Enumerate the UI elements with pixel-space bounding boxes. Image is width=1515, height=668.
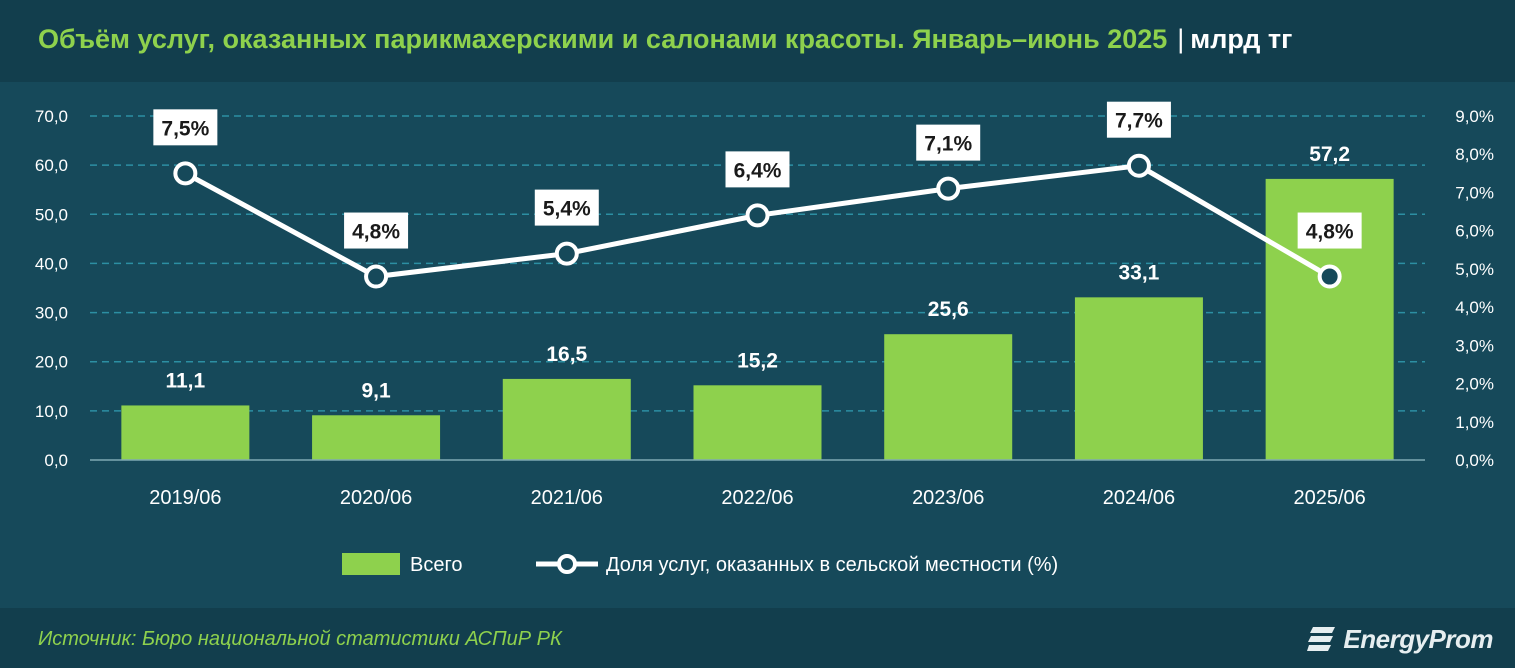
y-left-tick-label: 30,0: [35, 304, 68, 323]
title-text: Объём услуг, оказанных парикмахерскими и…: [38, 24, 1168, 54]
line-value-label: 4,8%: [1306, 221, 1354, 244]
legend-bar-swatch: [342, 553, 400, 575]
bar-value-label: 16,5: [546, 343, 587, 366]
y-right-tick-label: 6,0%: [1455, 222, 1494, 241]
y-right-tick-label: 0,0%: [1455, 451, 1494, 470]
line-label-box: [344, 212, 409, 249]
y-left-tick-label: 10,0: [35, 402, 68, 421]
legend-line-label: Доля услуг, оказанных в сельской местнос…: [606, 554, 1058, 576]
x-tick-label: 2025/06: [1293, 487, 1365, 509]
y-left-tick-label: 0,0: [44, 451, 68, 470]
line-label-box: [1106, 101, 1171, 138]
y-left-tick-label: 70,0: [35, 107, 68, 126]
y-left-tick-label: 50,0: [35, 205, 68, 224]
y-right-tick-label: 5,0%: [1455, 260, 1494, 279]
line-label-box: [153, 109, 218, 146]
x-tick-label: 2024/06: [1103, 487, 1175, 509]
header: Объём услуг, оказанных парикмахерскими и…: [0, 0, 1515, 82]
line-point: [936, 176, 961, 201]
footer: Источник: Бюро национальной статистики А…: [0, 608, 1515, 668]
chart-title: Объём услуг, оказанных парикмахерскими и…: [38, 24, 1292, 55]
y-right-tick-label: 9,0%: [1455, 107, 1494, 126]
line-point: [554, 241, 579, 266]
bar-value-label: 57,2: [1309, 143, 1350, 166]
unit-label: млрд тг: [1190, 24, 1293, 54]
line-value-label: 7,1%: [924, 133, 972, 156]
line-label-box: [725, 151, 790, 188]
bar: [884, 334, 1013, 460]
x-tick-label: 2023/06: [912, 487, 984, 509]
line-point: [364, 264, 389, 289]
line-label-box: [1297, 212, 1362, 249]
line-value-label: 7,5%: [161, 117, 209, 140]
line-point: [1126, 153, 1151, 178]
y-right-tick-label: 4,0%: [1455, 298, 1494, 317]
x-tick-label: 2020/06: [340, 487, 412, 509]
bar-value-label: 11,1: [165, 369, 205, 392]
chart-area: 0,0 10,0 20,0 30,0 40,0 50,0 60,0 70,0 0,0% 1,0% 2…: [35, 101, 1494, 576]
x-tick-label: 2019/06: [149, 487, 221, 509]
bar: [312, 415, 441, 460]
bar: [693, 385, 822, 460]
legend-bar-label: Всего: [410, 554, 462, 576]
energyprom-logo: EnergyProm: [1307, 622, 1493, 656]
x-tick-label: 2021/06: [531, 487, 603, 509]
y-right-tick-label: 7,0%: [1455, 183, 1494, 202]
logo-icon: [1307, 627, 1336, 651]
x-tick-label: 2022/06: [721, 487, 793, 509]
source-note: Источник: Бюро национальной статистики А…: [38, 628, 562, 650]
y-right-tick-label: 8,0%: [1455, 145, 1494, 164]
y-left-tick-label: 20,0: [35, 353, 68, 372]
bar: [502, 378, 631, 460]
bar-value-label: 33,1: [1118, 261, 1159, 284]
line-point: [173, 161, 198, 186]
y-right-tick-label: 1,0%: [1455, 413, 1494, 432]
title-separator: |: [1177, 24, 1185, 54]
line-value-label: 7,7%: [1115, 110, 1163, 133]
line-point: [745, 203, 770, 228]
line-label-box: [916, 124, 981, 161]
line-value-label: 4,8%: [352, 221, 400, 244]
bar-value-label: 15,2: [737, 349, 778, 372]
legend-line-marker: [557, 554, 577, 574]
y-right-tick-label: 2,0%: [1455, 375, 1494, 394]
bar-value-label: 25,6: [928, 298, 969, 321]
bar: [1074, 297, 1203, 460]
y-left-tick-label: 40,0: [35, 254, 68, 273]
line-point: [1317, 264, 1342, 289]
bar: [121, 405, 250, 460]
logo-text: EnergyProm: [1343, 623, 1493, 654]
line-label-box: [534, 189, 599, 226]
y-right-tick-label: 3,0%: [1455, 336, 1494, 355]
y-left-tick-label: 60,0: [35, 156, 68, 175]
line-value-label: 6,4%: [734, 159, 782, 182]
bar-value-label: 9,1: [361, 379, 391, 402]
line-value-label: 5,4%: [543, 198, 591, 221]
